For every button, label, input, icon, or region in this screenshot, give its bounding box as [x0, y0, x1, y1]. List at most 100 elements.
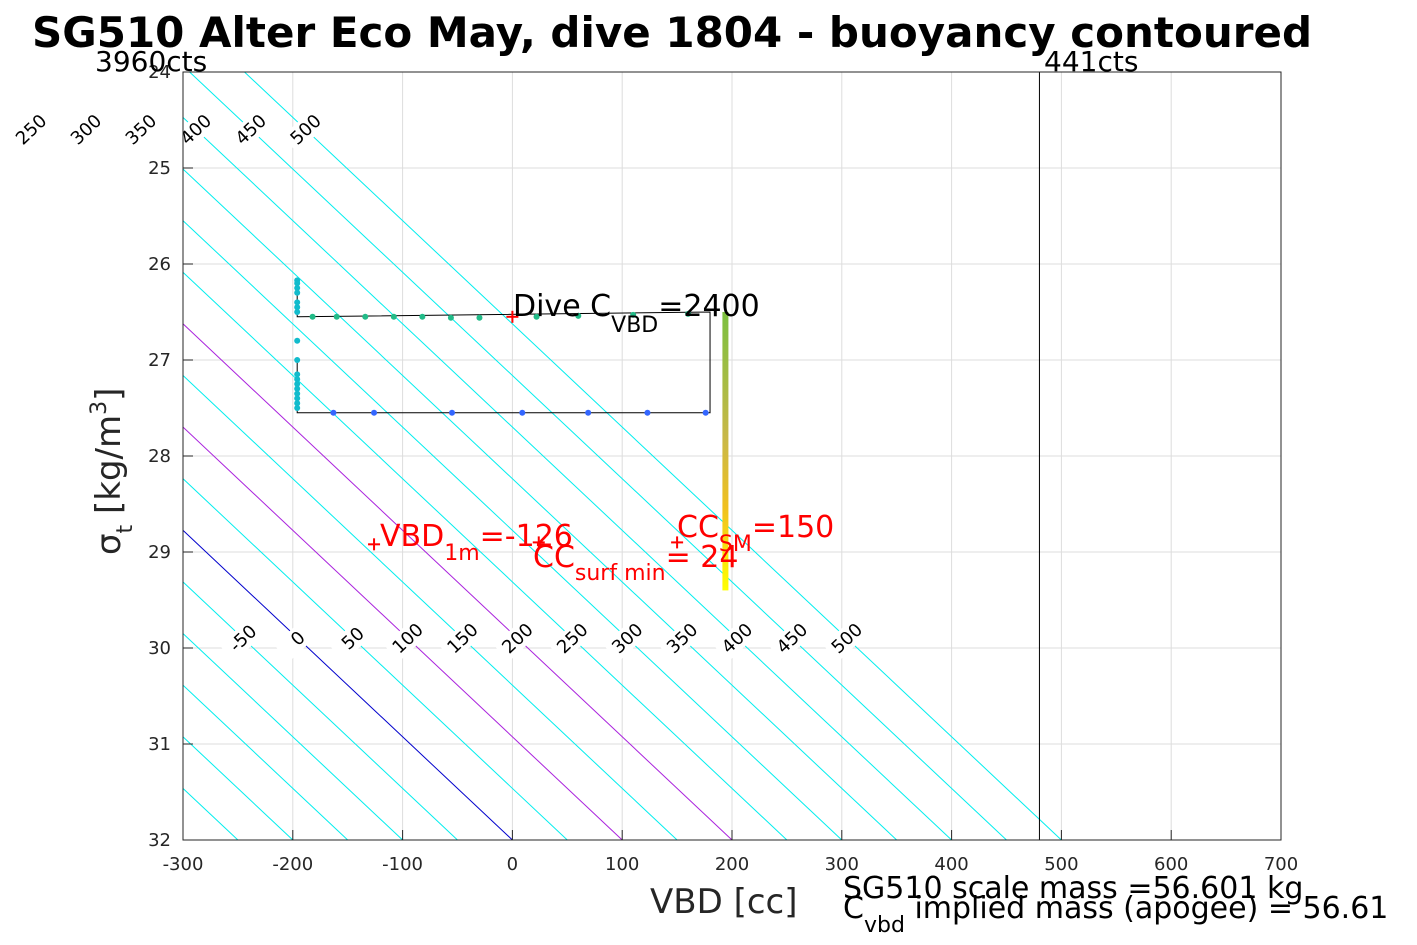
chart-title: SG510 Alter Eco May, dive 1804 - buoyanc… — [32, 8, 1312, 57]
dive-point-side — [294, 405, 301, 411]
x-tick-label: 0 — [507, 854, 518, 875]
dive-point-side — [294, 381, 301, 387]
x-tick-label: 500 — [1044, 854, 1078, 875]
y-tick-label: 27 — [148, 350, 171, 371]
contour-line — [183, 168, 898, 840]
contour-line — [183, 323, 733, 840]
scale-mass-annotation: SG510 scale mass =56.601 kg — [843, 871, 1303, 906]
implied-mass-annotation: Cvbd implied mass (apogee) = 56.61 — [843, 891, 1388, 938]
cc-surf-min-end: = 24 — [666, 540, 739, 575]
y-tick-label: 31 — [148, 734, 171, 755]
contour-label-bg — [493, 615, 542, 662]
contour-label-bg — [548, 615, 597, 662]
x-tick-label: -300 — [163, 854, 204, 875]
dive-point-side — [294, 371, 301, 378]
y-axis-end: ] — [89, 388, 129, 401]
dive-point-side — [294, 376, 301, 383]
contour-label-bg — [329, 615, 377, 662]
cc-sm-annotation: CCSM=150 — [677, 510, 834, 557]
contour-label-bg — [62, 106, 110, 153]
dive-point-side — [294, 285, 301, 291]
cc-surf-min-sub: surf min — [575, 561, 666, 586]
vbd-1m-end: =-126 — [480, 519, 573, 554]
x-tick-label: 200 — [715, 854, 749, 875]
x-tick-label: -100 — [382, 854, 423, 875]
dive-cvbd-end: =2400 — [658, 289, 759, 324]
x-axis-label: VBD [cc] — [650, 882, 798, 922]
cc-sm-end: =150 — [752, 510, 834, 545]
contour-label-bg — [274, 615, 322, 662]
contour-label-bg — [227, 106, 275, 153]
contour-line — [183, 684, 349, 840]
contour-label-bg — [7, 106, 55, 153]
dive-point-side — [294, 309, 301, 315]
y-axis-label: σt [kg/m3] — [87, 388, 138, 555]
dive-point-side — [294, 337, 301, 344]
contour-line — [183, 581, 458, 840]
dive-point-upper — [447, 314, 454, 321]
dive-point-upper — [362, 313, 369, 320]
contour-label-bg — [282, 106, 330, 153]
contour-label-bg — [658, 615, 706, 662]
dive-point-side — [294, 289, 301, 296]
contour-label-bg — [384, 615, 432, 662]
y-axis-main: [kg/m — [89, 415, 129, 525]
contour-label-bg — [117, 106, 165, 153]
left-counts-label: 3960cts — [95, 45, 207, 78]
y-tick-label: 28 — [148, 446, 171, 467]
dive-point-lower — [371, 409, 378, 416]
x-tick-label: 700 — [1264, 854, 1298, 875]
vbd-1m-annotation: VBD1m=-126 — [380, 519, 573, 566]
x-tick-label: 600 — [1154, 854, 1188, 875]
dive-cvbd-sub: VBD — [611, 313, 658, 338]
contour-line — [183, 529, 513, 840]
contour-line — [183, 632, 403, 840]
contour-line — [183, 271, 788, 840]
y-axis-sigma: σ — [89, 533, 129, 555]
dive-point-side — [294, 400, 301, 407]
y-tick-label: 32 — [148, 830, 171, 851]
dive-point-lower — [585, 409, 592, 416]
axis-ticks: -300 -200 -100 0 100 200 300 400 500 600 700 24 25 26… — [148, 62, 1298, 875]
contour-line — [183, 374, 678, 840]
dive-point-lower — [330, 409, 337, 416]
vbd-1m-sub: 1m — [444, 541, 479, 566]
contour-line — [183, 426, 623, 840]
contour-line — [183, 219, 843, 840]
dive-point-lower — [702, 409, 709, 416]
implied-mass-main: C — [843, 891, 864, 926]
contour-label-bg — [439, 615, 487, 662]
implied-mass-sub: vbd — [864, 913, 905, 938]
dive-point-side — [294, 304, 301, 311]
x-tick-label: 400 — [934, 854, 968, 875]
x-tick-label: 300 — [825, 854, 859, 875]
contour-line — [244, 72, 1062, 840]
dive-point-lower — [644, 409, 651, 416]
dive-point-upper — [419, 313, 426, 320]
cc-surf-min-main: CC — [533, 540, 575, 575]
dive-point-side — [294, 395, 301, 402]
dive-point-upper — [476, 314, 483, 321]
y-axis-sup: 3 — [87, 401, 112, 415]
dive-point-upper — [533, 313, 540, 320]
cc-surf-min-annotation: CCsurf min= 24 — [533, 540, 738, 586]
cc-sm-main: CC — [677, 510, 719, 545]
contour-label-bg — [713, 615, 761, 662]
contour-line — [189, 72, 1007, 840]
dive-point-lower — [519, 409, 526, 416]
dive-point-side — [294, 390, 301, 397]
dive-point-side — [294, 299, 301, 306]
y-tick-label: 30 — [148, 638, 171, 659]
contour-line — [183, 478, 568, 840]
dive-cvbd-annotation: Dive CVBD=2400 — [513, 289, 760, 338]
contour-label-bg — [823, 615, 871, 662]
implied-mass-end: implied mass (apogee) = 56.61 — [905, 891, 1389, 926]
contour-line — [183, 116, 952, 840]
cc-sm-sub: SM — [719, 532, 752, 557]
dive-point-side — [294, 385, 301, 392]
dive-point-upper — [333, 313, 340, 320]
vbd-1m-main: VBD — [380, 519, 444, 554]
y-tick-label: 26 — [148, 254, 171, 275]
dive-point-upper — [309, 313, 316, 320]
